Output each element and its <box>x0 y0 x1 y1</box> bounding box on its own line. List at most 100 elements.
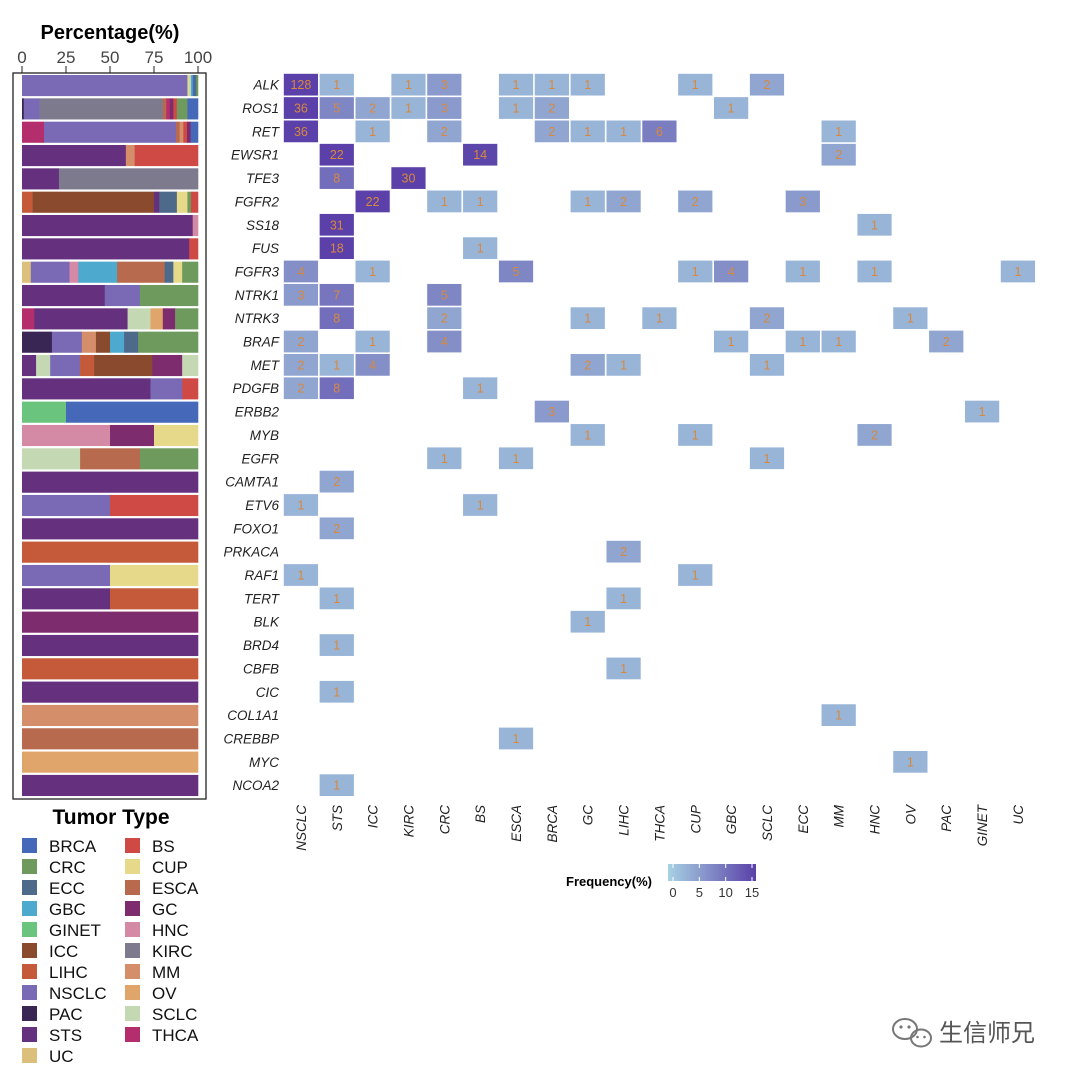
legend-items: BRCA BS CRC CUP ECC ESCA GBC GC GINET HNC ICC KIRC L… <box>22 837 199 1066</box>
gene-label: FUS <box>252 241 279 256</box>
heatmap-cell-value: 8 <box>333 382 340 396</box>
bar-segment-nsclc <box>30 261 70 283</box>
bar-segment-bs <box>173 98 178 120</box>
heatmap-cell-value: 1 <box>835 335 842 349</box>
heatmap-cell <box>283 259 319 283</box>
tumor-type-label: ICC <box>366 805 381 829</box>
heatmap-cell <box>426 96 463 120</box>
bar-segment-sclc <box>36 354 51 377</box>
heatmap-cell <box>785 259 821 283</box>
bar-rows <box>22 75 199 797</box>
legend-swatch-lihc <box>22 964 37 979</box>
heatmap-cell <box>785 330 821 354</box>
bar-segment-sclc <box>182 354 199 377</box>
bar-segment-ecc <box>124 331 139 353</box>
heatmap-cell <box>569 189 606 213</box>
tumor-type-legend: Tumor Type BRCA BS CRC CUP ECC ESCA GBC GC GINET… <box>22 806 199 1066</box>
bar-segment-ginet <box>22 401 67 423</box>
legend-label: PAC <box>49 1005 83 1024</box>
legend-label: MM <box>152 963 180 982</box>
heatmap-cell-value: 1 <box>333 358 340 372</box>
bar-segment-sts <box>22 144 127 167</box>
heatmap-cell <box>856 259 893 283</box>
gene-label: TERT <box>244 591 281 606</box>
heatmap-cell-value: 1 <box>692 428 699 442</box>
heatmap-cell <box>892 750 929 774</box>
heatmap-cell <box>319 376 355 400</box>
legend-label: UC <box>49 1047 74 1066</box>
heatmap-cell <box>498 96 534 120</box>
gene-label: COL1A1 <box>227 708 279 723</box>
heatmap-cell-value: 1 <box>333 78 340 92</box>
heatmap-cell-value: 4 <box>297 265 304 279</box>
heatmap-cell <box>283 119 319 143</box>
bar-segment-lihc <box>110 588 199 610</box>
legend-swatch-nsclc <box>22 985 37 1000</box>
heatmap-cell-value: 1 <box>620 662 627 676</box>
heatmap-cell-value: 1 <box>477 498 484 512</box>
heatmap-cell-value: 2 <box>620 195 627 209</box>
bar-segment-sts <box>34 308 128 330</box>
legend-label: NSCLC <box>49 984 107 1003</box>
bar-segment-gbc <box>110 331 125 353</box>
heatmap-cell <box>749 353 785 377</box>
heatmap-cell <box>390 166 427 190</box>
bar-segment-icc <box>32 191 155 213</box>
bar-segment-crc <box>175 308 199 330</box>
bar-segment-sts <box>22 378 151 400</box>
wechat-icon <box>892 1018 932 1048</box>
heatmap-cell <box>319 773 355 797</box>
heatmap-cell-value: 1 <box>799 265 806 279</box>
bar-segment-cup <box>173 261 183 283</box>
bar-segment-thca <box>22 121 45 143</box>
heatmap-cell <box>641 306 678 330</box>
heatmap-cell-value: 5 <box>513 265 520 279</box>
bar-segment-cup <box>154 424 199 447</box>
bar-segment-nsclc <box>44 121 177 143</box>
bar-segment-bs <box>134 144 199 167</box>
tumor-type-label: GINET <box>975 803 990 846</box>
heatmap-cell-value: 1 <box>692 78 699 92</box>
heatmap-cell-value: 2 <box>297 335 304 349</box>
heatmap-cell <box>426 330 463 354</box>
heatmap-cell <box>749 73 785 97</box>
bar-segment-thca <box>22 308 35 330</box>
gene-label: MET <box>251 358 281 373</box>
heatmap-cell-value: 1 <box>871 218 878 232</box>
heatmap-cell <box>964 400 1000 424</box>
legend-label: ICC <box>49 942 78 961</box>
bar-segment-ecc <box>194 75 197 97</box>
legend-label: SCLC <box>152 1005 197 1024</box>
legend-swatch-ecc <box>22 880 37 895</box>
heatmap-cell <box>605 656 642 680</box>
watermark: 生信师兄 <box>892 1018 1035 1048</box>
heatmap-cell-value: 2 <box>871 428 878 442</box>
heatmap-cell-value: 1 <box>584 125 591 139</box>
legend-label: GBC <box>49 900 86 919</box>
heatmap-cell <box>354 353 391 377</box>
legend-label: LIHC <box>49 963 88 982</box>
heatmap-cell <box>390 96 427 120</box>
legend-swatch-uc <box>22 1048 37 1063</box>
legend-swatch-crc <box>22 859 37 874</box>
bar-segment-hnc <box>22 424 111 447</box>
colorbar-tick-label: 10 <box>718 885 732 900</box>
bar-x-tick-label: 75 <box>145 48 164 67</box>
heatmap-cell <box>462 376 498 400</box>
bar-segment-mm <box>179 121 184 143</box>
bar-segment-esca <box>22 728 199 750</box>
bar-segment-crc <box>187 191 192 213</box>
heatmap-cell-value: 1 <box>441 195 448 209</box>
gene-label: ROS1 <box>242 101 279 116</box>
heatmap-cell <box>498 446 534 470</box>
gene-label: CAMTA1 <box>225 475 279 490</box>
legend-swatch-sts <box>22 1027 37 1042</box>
legend-swatch-gbc <box>22 901 37 916</box>
legend-swatch-esca <box>125 880 140 895</box>
bar-segment-gc <box>162 308 176 330</box>
heatmap-cell-value: 1 <box>548 78 555 92</box>
legend-swatch-thca <box>125 1027 140 1042</box>
heatmap-cell <box>677 563 713 587</box>
legend-label: CRC <box>49 858 86 877</box>
